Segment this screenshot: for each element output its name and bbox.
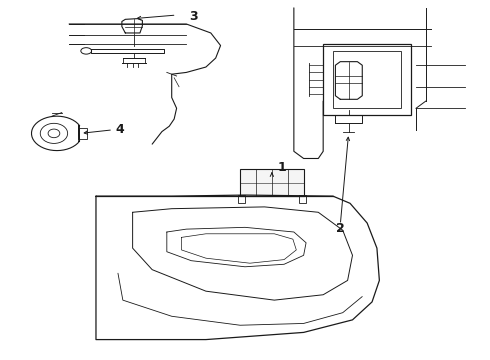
Text: 2: 2 [336,222,344,235]
Text: 4: 4 [116,123,124,136]
Text: 1: 1 [277,161,286,174]
Bar [78,128,87,139]
Bar [333,51,401,108]
Text: 3: 3 [189,10,198,23]
Bar [240,169,304,196]
Bar [299,195,306,203]
Bar [238,195,245,203]
